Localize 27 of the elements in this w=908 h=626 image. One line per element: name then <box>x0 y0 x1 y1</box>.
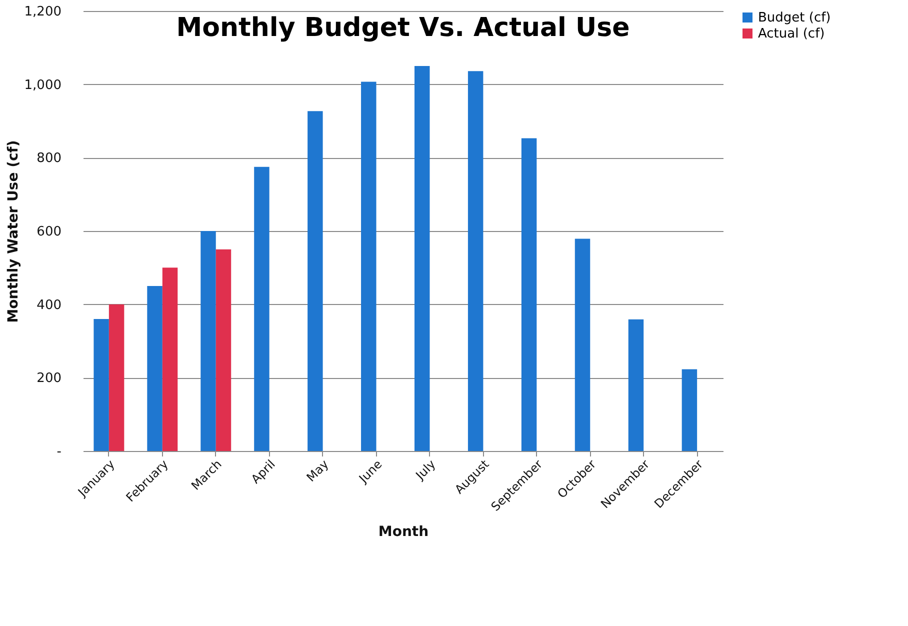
bar <box>200 231 216 451</box>
bar <box>147 286 162 451</box>
y-tick-label: 1,000 <box>24 78 62 93</box>
bar <box>682 369 698 451</box>
bar <box>574 238 590 451</box>
legend-label: Actual (cf) <box>758 26 825 42</box>
bar <box>361 82 376 451</box>
x-axis-title: Month <box>378 524 429 540</box>
y-tick-label: 600 <box>36 224 62 240</box>
legend-label: Budget (cf) <box>758 10 831 26</box>
bar <box>254 166 270 451</box>
y-axis-title: Monthly Water Use (cf) <box>5 140 22 323</box>
y-tick-label: 200 <box>36 371 62 386</box>
bar <box>468 71 484 451</box>
y-tick-label: 1,200 <box>24 4 62 20</box>
y-tick-label: - <box>56 444 62 460</box>
y-tick-label: 400 <box>36 298 62 313</box>
bar <box>108 304 124 451</box>
bar <box>94 319 109 451</box>
chart-title: Monthly Budget Vs. Actual Use <box>176 13 630 43</box>
bar <box>521 138 537 451</box>
bar <box>308 111 323 451</box>
bar <box>414 66 430 451</box>
y-tick-label: 800 <box>36 151 62 166</box>
bar <box>162 268 178 451</box>
bar <box>216 249 232 451</box>
bar <box>628 319 644 451</box>
